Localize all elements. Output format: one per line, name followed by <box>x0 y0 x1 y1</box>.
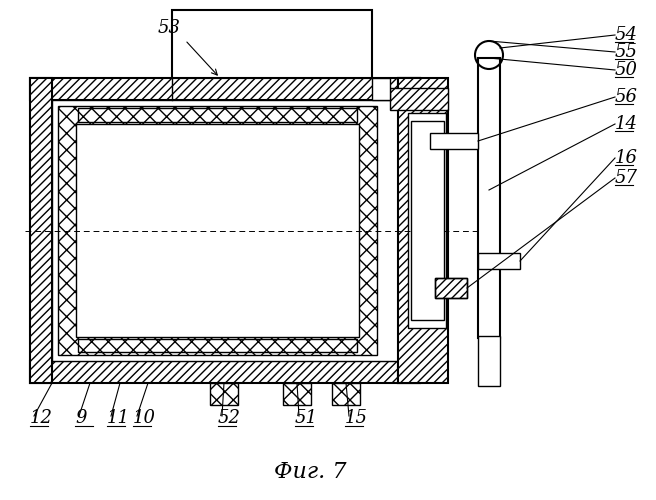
Text: 51: 51 <box>295 409 318 427</box>
Text: 53: 53 <box>158 19 181 37</box>
Bar <box>478 58 500 338</box>
Text: 50: 50 <box>615 61 638 79</box>
Text: 57: 57 <box>615 169 638 187</box>
Bar <box>78 339 357 352</box>
Bar <box>435 278 467 298</box>
Bar <box>372 78 390 100</box>
Bar <box>478 336 500 386</box>
Bar <box>430 133 478 149</box>
Bar <box>30 361 420 383</box>
Bar <box>398 78 420 383</box>
Bar <box>435 278 467 298</box>
Bar <box>76 124 359 337</box>
Bar <box>210 383 238 405</box>
Text: 52: 52 <box>218 409 241 427</box>
Bar <box>78 108 357 122</box>
Bar <box>30 78 52 383</box>
Text: 54: 54 <box>615 26 638 44</box>
Text: 16: 16 <box>615 149 638 167</box>
Text: 55: 55 <box>615 43 638 61</box>
Bar <box>398 78 448 383</box>
Text: 56: 56 <box>615 88 638 106</box>
Text: 10: 10 <box>133 409 156 427</box>
Text: 15: 15 <box>345 409 368 427</box>
Bar <box>58 106 377 355</box>
Text: 9: 9 <box>75 409 87 427</box>
Bar <box>408 113 446 328</box>
Text: 11: 11 <box>107 409 130 427</box>
Bar <box>52 100 398 361</box>
Bar <box>172 10 372 78</box>
Bar <box>478 253 520 269</box>
Text: Фиг. 7: Фиг. 7 <box>274 461 346 483</box>
Bar <box>390 88 448 110</box>
Bar <box>283 383 311 405</box>
Text: 14: 14 <box>615 115 638 133</box>
Bar <box>30 78 420 100</box>
Bar <box>332 383 360 405</box>
Bar <box>411 121 444 320</box>
Text: 12: 12 <box>30 409 53 427</box>
